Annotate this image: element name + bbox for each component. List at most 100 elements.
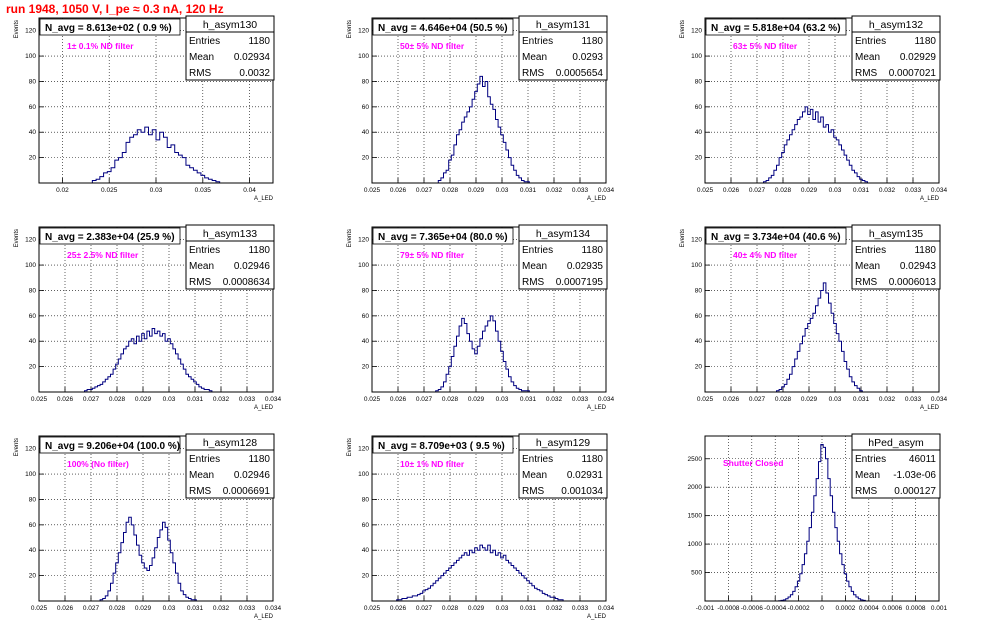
stats-mean-label: Mean: [522, 261, 547, 272]
x-tick-label: 0.031: [520, 605, 537, 612]
y-tick-label: 20: [29, 155, 37, 162]
x-tick-label: 0.026: [57, 605, 74, 612]
x-tick-label: 0.031: [853, 396, 870, 403]
navg-box: [372, 227, 514, 245]
stats-entries-label: Entries: [522, 454, 553, 465]
y-tick-label: 80: [29, 78, 37, 85]
x-tick-label: 0.03: [150, 187, 163, 194]
page-title: run 1948, 1050 V, I_pe ≈ 0.3 nA, 120 Hz: [6, 2, 224, 16]
stats-mean-label: Mean: [855, 261, 880, 272]
histogram-panel: -0.001 -0.0008 -0.0006 -0.0004 -0.0002 0 0.000…: [688, 433, 948, 612]
y-axis-label: Events: [347, 229, 353, 247]
plot-frame: [38, 226, 274, 393]
x-tick-label: 0: [820, 605, 824, 612]
histogram-panel: 0.025 0.026 0.027 0.028 0.029 0.03 0.031 0.032 0…: [347, 224, 615, 411]
stats-title: h_asym131: [536, 19, 590, 31]
stats-box: [185, 15, 275, 81]
plot-frame: [38, 435, 274, 602]
stats-rms-value: 0.0007195: [556, 277, 604, 288]
y-tick-label: 40: [29, 129, 37, 136]
y-axis-label: Events: [680, 229, 686, 247]
stats-rms-label: RMS: [855, 68, 878, 79]
x-tick-label: 0.025: [364, 605, 381, 612]
histogram-series: [776, 282, 863, 392]
x-tick-label: 0.027: [416, 396, 433, 403]
x-tick-label: -0.0004: [764, 605, 786, 612]
x-tick-label: 0.027: [83, 605, 100, 612]
stats-rms-label: RMS: [522, 486, 545, 497]
y-tick-label: 60: [29, 104, 37, 111]
plot-frame: [371, 226, 607, 393]
stats-entries-label: Entries: [189, 245, 220, 256]
x-tick-label: 0.026: [390, 187, 407, 194]
x-tick-label: 0.031: [853, 187, 870, 194]
stats-box: [851, 224, 941, 290]
y-tick-label: 20: [362, 573, 370, 580]
y-tick-label: 20: [695, 155, 703, 162]
y-tick-label: 120: [691, 237, 702, 244]
histogram-series: [84, 328, 213, 392]
histogram-series: [91, 126, 221, 183]
plot-frame: [371, 435, 607, 602]
y-tick-label: 500: [691, 570, 702, 577]
histogram-series: [396, 544, 564, 601]
x-tick-label: 0.032: [213, 396, 230, 403]
y-axis-label: Events: [14, 438, 20, 456]
navg-box: [372, 436, 514, 454]
y-axis-label: Events: [347, 438, 353, 456]
filter-annotation: 50± 5% ND filter: [400, 41, 465, 51]
stats-entries-label: Entries: [189, 454, 220, 465]
x-tick-label: 0.027: [416, 605, 433, 612]
x-axis-label: A_LED: [587, 405, 607, 411]
x-tick-label: 0.033: [239, 605, 256, 612]
stats-rms-value: 0.0006013: [889, 277, 937, 288]
x-tick-label: 0.032: [879, 396, 896, 403]
stats-title: h_asym130: [203, 19, 257, 31]
histogram-panel: 0.025 0.026 0.027 0.028 0.029 0.03 0.031 0.032 0…: [347, 433, 615, 620]
navg-box: [705, 18, 847, 36]
navg-box: [39, 436, 181, 454]
stats-title: hPed_asym: [868, 437, 924, 449]
navg-label: N_avg = 2.383e+04 (25.9 %): [45, 232, 175, 243]
navg-box: [39, 18, 181, 36]
x-tick-label: 0.033: [905, 396, 922, 403]
x-tick-label: 0.027: [83, 396, 100, 403]
y-tick-label: 100: [691, 53, 702, 60]
y-tick-label: 80: [29, 496, 37, 503]
stats-rms-label: RMS: [855, 277, 878, 288]
y-tick-label: 80: [362, 78, 370, 85]
x-tick-label: 0.03: [496, 605, 509, 612]
x-tick-label: 0.032: [546, 187, 563, 194]
stats-entries-value: 1180: [581, 245, 603, 256]
x-tick-label: 0.031: [187, 605, 204, 612]
navg-box: [372, 18, 514, 36]
x-tick-label: 0.034: [265, 396, 282, 403]
x-tick-label: 0.026: [57, 396, 74, 403]
histogram-panel: 0.025 0.026 0.027 0.028 0.029 0.03 0.031 0.032 0…: [680, 15, 948, 202]
x-tick-label: 0.031: [520, 396, 537, 403]
stats-title: h_asym135: [869, 228, 923, 240]
navg-label: N_avg = 7.365e+04 (80.0 %): [378, 232, 508, 243]
x-tick-label: 0.03: [163, 605, 176, 612]
y-tick-label: 40: [362, 129, 370, 136]
x-tick-label: 0.029: [801, 396, 818, 403]
histogram-series: [763, 106, 868, 183]
x-tick-label: 0.0004: [859, 605, 879, 612]
x-tick-label: 0.03: [496, 187, 509, 194]
stats-rms-value: 0.0006691: [223, 486, 271, 497]
y-tick-label: 120: [25, 28, 36, 35]
filter-annotation: 10± 1% ND filter: [400, 459, 465, 469]
stats-entries-label: Entries: [189, 36, 220, 47]
x-tick-label: 0.029: [801, 187, 818, 194]
plot-frame: [371, 17, 607, 184]
stats-box: [518, 15, 608, 81]
stats-mean-label: Mean: [855, 470, 880, 481]
y-tick-label: 100: [25, 53, 36, 60]
plot-frame: [704, 226, 940, 393]
x-tick-label: 0.025: [364, 396, 381, 403]
x-tick-label: 0.027: [416, 187, 433, 194]
stats-entries-label: Entries: [855, 36, 886, 47]
histogram-panel: 0.025 0.026 0.027 0.028 0.029 0.03 0.031 0.032 0…: [14, 224, 282, 411]
x-tick-label: 0.034: [598, 605, 615, 612]
